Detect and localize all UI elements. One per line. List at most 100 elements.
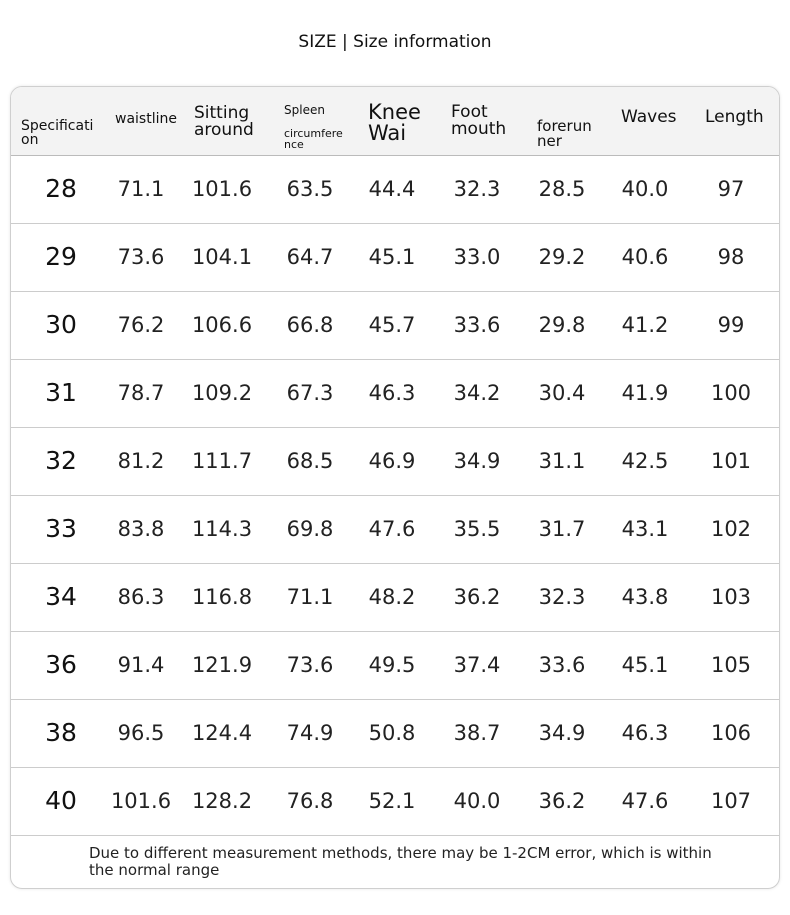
measurement-cell: 100 [710, 381, 752, 405]
measurement-cell: 32.3 [538, 585, 586, 609]
measurement-cell: 73.6 [117, 245, 165, 269]
header-circumference: circumfere nce [284, 127, 343, 151]
measurement-cell: 69.8 [286, 517, 334, 541]
measurement-cell: 116.8 [191, 585, 253, 609]
header-spleen: Spleen [284, 103, 325, 117]
measurement-cell: 34.9 [538, 721, 586, 745]
table-row: 40 101.6 128.2 76.8 52.1 40.0 36.2 47.6 107 [11, 767, 779, 836]
measurement-cell: 35.5 [453, 517, 501, 541]
measurement-cell: 36.2 [538, 789, 586, 813]
measurement-cell: 40.6 [621, 245, 669, 269]
measurement-cell: 73.6 [286, 653, 334, 677]
header-specification: Specificati on [21, 118, 94, 148]
measurement-cell: 47.6 [368, 517, 416, 541]
header-length: Length [705, 107, 764, 127]
measurement-cell: 67.3 [286, 381, 334, 405]
measurement-cell: 47.6 [621, 789, 669, 813]
measurement-cell: 43.1 [621, 517, 669, 541]
measurement-cell: 83.8 [117, 517, 165, 541]
measurement-cell: 46.3 [368, 381, 416, 405]
measurement-cell: 45.1 [621, 653, 669, 677]
measurement-cell: 81.2 [117, 449, 165, 473]
measurement-cell: 102 [710, 517, 752, 541]
measurement-cell: 105 [710, 653, 752, 677]
measurement-cell: 66.8 [286, 313, 334, 337]
table-row: 28 71.1 101.6 63.5 44.4 32.3 28.5 40.0 97 [11, 155, 779, 224]
table-row: 36 91.4 121.9 73.6 49.5 37.4 33.6 45.1 105 [11, 631, 779, 700]
measurement-cell: 99 [717, 313, 745, 337]
measurement-cell: 28.5 [538, 177, 586, 201]
measurement-note: Due to different measurement methods, th… [89, 844, 712, 879]
size-table: Specificati on waistline Sitting around … [10, 86, 780, 889]
page-title: SIZE | Size information [298, 32, 492, 52]
measurement-cell: 42.5 [621, 449, 669, 473]
measurement-cell: 121.9 [191, 653, 253, 677]
measurement-cell: 71.1 [117, 177, 165, 201]
measurement-cell: 33.6 [453, 313, 501, 337]
measurement-cell: 104.1 [191, 245, 253, 269]
table-header: Specificati on waistline Sitting around … [11, 87, 779, 156]
measurement-cell: 31.7 [538, 517, 586, 541]
measurement-cell: 106 [710, 721, 752, 745]
measurement-cell: 109.2 [191, 381, 253, 405]
measurement-cell: 29.2 [538, 245, 586, 269]
table-row: 30 76.2 106.6 66.8 45.7 33.6 29.8 41.2 99 [11, 291, 779, 360]
measurement-cell: 38.7 [453, 721, 501, 745]
measurement-cell: 76.2 [117, 313, 165, 337]
measurement-cell: 128.2 [191, 789, 253, 813]
measurement-cell: 49.5 [368, 653, 416, 677]
table-row: 33 83.8 114.3 69.8 47.6 35.5 31.7 43.1 102 [11, 495, 779, 564]
measurement-cell: 114.3 [191, 517, 253, 541]
measurement-cell: 46.3 [621, 721, 669, 745]
measurement-cell: 101 [710, 449, 752, 473]
measurement-cell: 50.8 [368, 721, 416, 745]
size-cell: 38 [45, 718, 77, 747]
measurement-cell: 111.7 [191, 449, 253, 473]
header-knee-wai: Knee Wai [368, 100, 421, 145]
size-cell: 28 [45, 174, 77, 203]
measurement-cell: 37.4 [453, 653, 501, 677]
measurement-cell: 45.7 [368, 313, 416, 337]
size-cell: 40 [45, 786, 77, 815]
table-row: 31 78.7 109.2 67.3 46.3 34.2 30.4 41.9 100 [11, 359, 779, 428]
header-foot-mouth: Foot mouth [451, 102, 507, 139]
measurement-cell: 101.6 [191, 177, 253, 201]
measurement-cell: 43.8 [621, 585, 669, 609]
measurement-cell: 41.2 [621, 313, 669, 337]
table-row: 32 81.2 111.7 68.5 46.9 34.9 31.1 42.5 101 [11, 427, 779, 496]
size-cell: 33 [45, 514, 77, 543]
measurement-cell: 40.0 [621, 177, 669, 201]
measurement-cell: 48.2 [368, 585, 416, 609]
measurement-cell: 101.6 [110, 789, 172, 813]
measurement-cell: 30.4 [538, 381, 586, 405]
measurement-cell: 63.5 [286, 177, 334, 201]
size-cell: 34 [45, 582, 77, 611]
measurement-cell: 33.6 [538, 653, 586, 677]
header-waistline: waistline [115, 111, 177, 127]
size-cell: 29 [45, 242, 77, 271]
measurement-cell: 34.9 [453, 449, 501, 473]
measurement-cell: 86.3 [117, 585, 165, 609]
measurement-cell: 107 [710, 789, 752, 813]
measurement-cell: 98 [717, 245, 745, 269]
measurement-cell: 44.4 [368, 177, 416, 201]
table-row: 34 86.3 116.8 71.1 48.2 36.2 32.3 43.8 103 [11, 563, 779, 632]
measurement-cell: 29.8 [538, 313, 586, 337]
measurement-cell: 52.1 [368, 789, 416, 813]
size-cell: 36 [45, 650, 77, 679]
measurement-cell: 64.7 [286, 245, 334, 269]
table-row: 29 73.6 104.1 64.7 45.1 33.0 29.2 40.6 98 [11, 223, 779, 292]
header-sitting-around: Sitting around [194, 103, 254, 140]
measurement-cell: 97 [717, 177, 745, 201]
measurement-cell: 106.6 [191, 313, 253, 337]
measurement-cell: 96.5 [117, 721, 165, 745]
measurement-cell: 41.9 [621, 381, 669, 405]
measurement-cell: 124.4 [191, 721, 253, 745]
measurement-cell: 33.0 [453, 245, 501, 269]
measurement-cell: 68.5 [286, 449, 334, 473]
measurement-cell: 45.1 [368, 245, 416, 269]
header-forerunner: forerun ner [537, 117, 592, 150]
measurement-cell: 31.1 [538, 449, 586, 473]
measurement-cell: 40.0 [453, 789, 501, 813]
measurement-cell: 91.4 [117, 653, 165, 677]
